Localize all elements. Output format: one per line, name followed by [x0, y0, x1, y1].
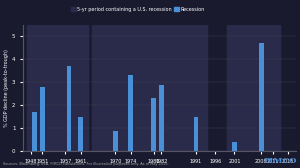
Bar [232, 142, 237, 151]
Legend: 5-yr period containing a U.S. recession, Recession: 5-yr period containing a U.S. recession,… [69, 5, 207, 14]
Y-axis label: % GDP decline (peak-to-trough): % GDP decline (peak-to-trough) [4, 49, 9, 127]
Text: Sources: Bloomberg, BEA, PIMCO calculations. For illustrative purposes only. As : Sources: Bloomberg, BEA, PIMCO calculati… [3, 162, 169, 166]
Bar [152, 98, 156, 151]
Bar [32, 112, 37, 151]
Bar [113, 131, 118, 151]
Bar [78, 117, 83, 151]
Bar [259, 43, 264, 151]
Bar [40, 87, 45, 151]
Bar [92, 25, 208, 151]
Bar [128, 75, 133, 151]
Bar [67, 66, 71, 151]
Text: PIMCO: PIMCO [264, 157, 298, 165]
Bar [27, 25, 88, 151]
Bar [159, 85, 164, 151]
Bar [194, 117, 198, 151]
Bar [227, 25, 280, 151]
